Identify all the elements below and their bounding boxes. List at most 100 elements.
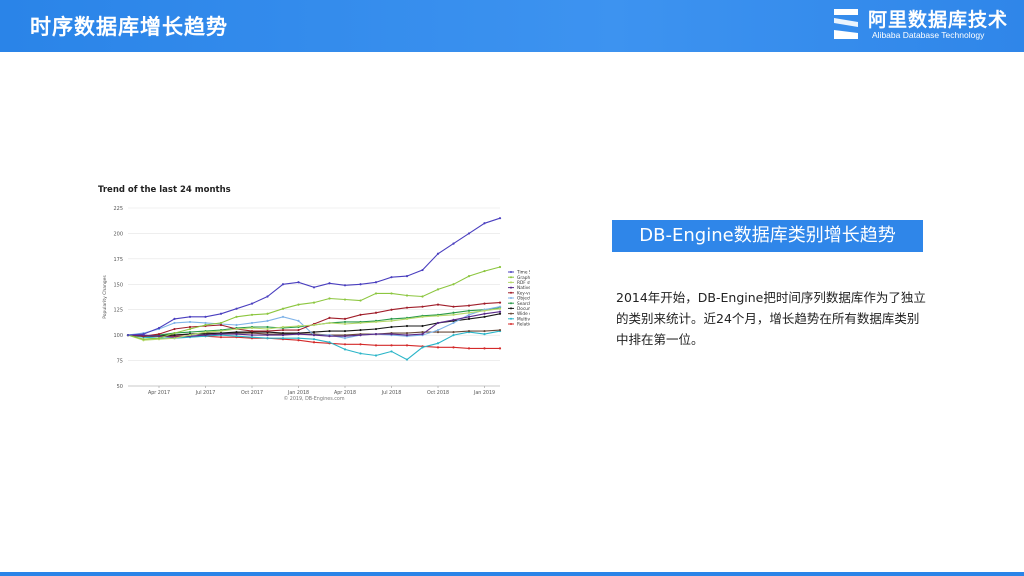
y-tick-label: 50 [117,384,123,390]
data-point [359,321,362,325]
data-point [467,309,471,312]
data-point [328,335,331,338]
data-point [297,337,300,340]
data-point [421,333,424,336]
data-point [312,330,316,334]
data-point [452,311,455,314]
data-point [204,315,207,318]
data-point [126,334,130,337]
data-point [297,339,300,342]
data-point [498,328,502,332]
data-point [421,315,424,318]
legend-entry: Multivalue DBMS [517,316,530,322]
data-point [266,295,269,298]
data-point [281,332,285,335]
alibaba-database-logo-icon [834,9,858,39]
data-point [343,317,347,320]
data-point [250,313,254,316]
legend-marker [510,291,512,294]
data-point [436,288,440,291]
data-point [405,358,409,361]
data-point [312,286,316,289]
data-point [452,318,455,321]
data-point [374,333,378,336]
data-point [250,336,254,339]
data-point [374,354,378,357]
data-point [204,323,207,327]
data-point [328,316,331,319]
data-point [343,322,347,326]
data-point [405,275,409,278]
data-point [498,310,502,313]
data-point [452,283,455,286]
data-point [390,292,393,295]
data-point [359,283,362,286]
legend-entry: Document stores [517,306,530,312]
data-point [188,334,192,337]
data-point [219,323,223,327]
data-point [328,297,331,300]
series-line [127,217,501,336]
data-point [421,295,424,298]
data-point [173,334,176,337]
data-point [173,337,176,340]
data-point [483,222,486,225]
data-point [328,282,331,285]
data-point [281,315,285,318]
data-point [281,328,285,332]
y-axis-label: Popularity Changes [102,275,108,319]
data-point [452,334,455,337]
data-point [405,344,409,347]
data-point [312,323,316,327]
data-point [421,330,424,334]
legend-entry: Native XML DBMS [517,285,530,291]
data-point [343,284,347,287]
data-point [312,301,316,304]
data-point [390,325,393,329]
data-point [297,281,300,284]
data-point [297,324,300,328]
data-point [452,330,455,334]
data-point [281,325,285,329]
y-tick-label: 100 [113,333,123,339]
data-point [374,320,378,324]
y-tick-label: 175 [113,257,123,263]
x-tick-label: Jan 2019 [473,390,495,396]
data-point [390,344,393,347]
data-point [173,332,176,335]
data-point [359,352,362,355]
logo-name-en: Alibaba Database Technology [872,30,985,40]
data-point [390,308,393,311]
legend-entry: Key-value stores [517,290,530,296]
legend-entry: Time Series DBMS [516,270,530,276]
data-point [498,301,502,304]
legend-entry: Search engines [517,301,530,307]
data-point [250,326,254,330]
data-point [188,315,192,318]
data-point [343,343,347,346]
data-point [266,337,269,340]
legend-marker [510,307,512,310]
data-point [467,232,471,235]
legend-entry: RDF stores [517,280,530,286]
data-point [235,307,238,310]
data-point [343,320,347,324]
data-point [405,332,409,335]
data-point [343,335,347,338]
data-point [436,330,440,334]
data-point [452,321,455,325]
logo-name-cn: 阿里数据库技术 [868,9,1009,31]
header-bar: 时序数据库增长趋势 阿里数据库技术 Alibaba Database Techn… [0,0,1024,52]
legend-marker [510,281,512,284]
data-point [250,302,254,305]
y-tick-label: 125 [113,308,123,314]
data-point [297,333,300,336]
data-point [359,343,362,346]
data-point [343,348,347,351]
data-point [452,346,455,349]
data-point [452,242,455,245]
x-tick-label: Jan 2018 [287,390,309,396]
data-point [266,319,269,323]
data-point [235,327,238,331]
data-point [235,323,238,327]
